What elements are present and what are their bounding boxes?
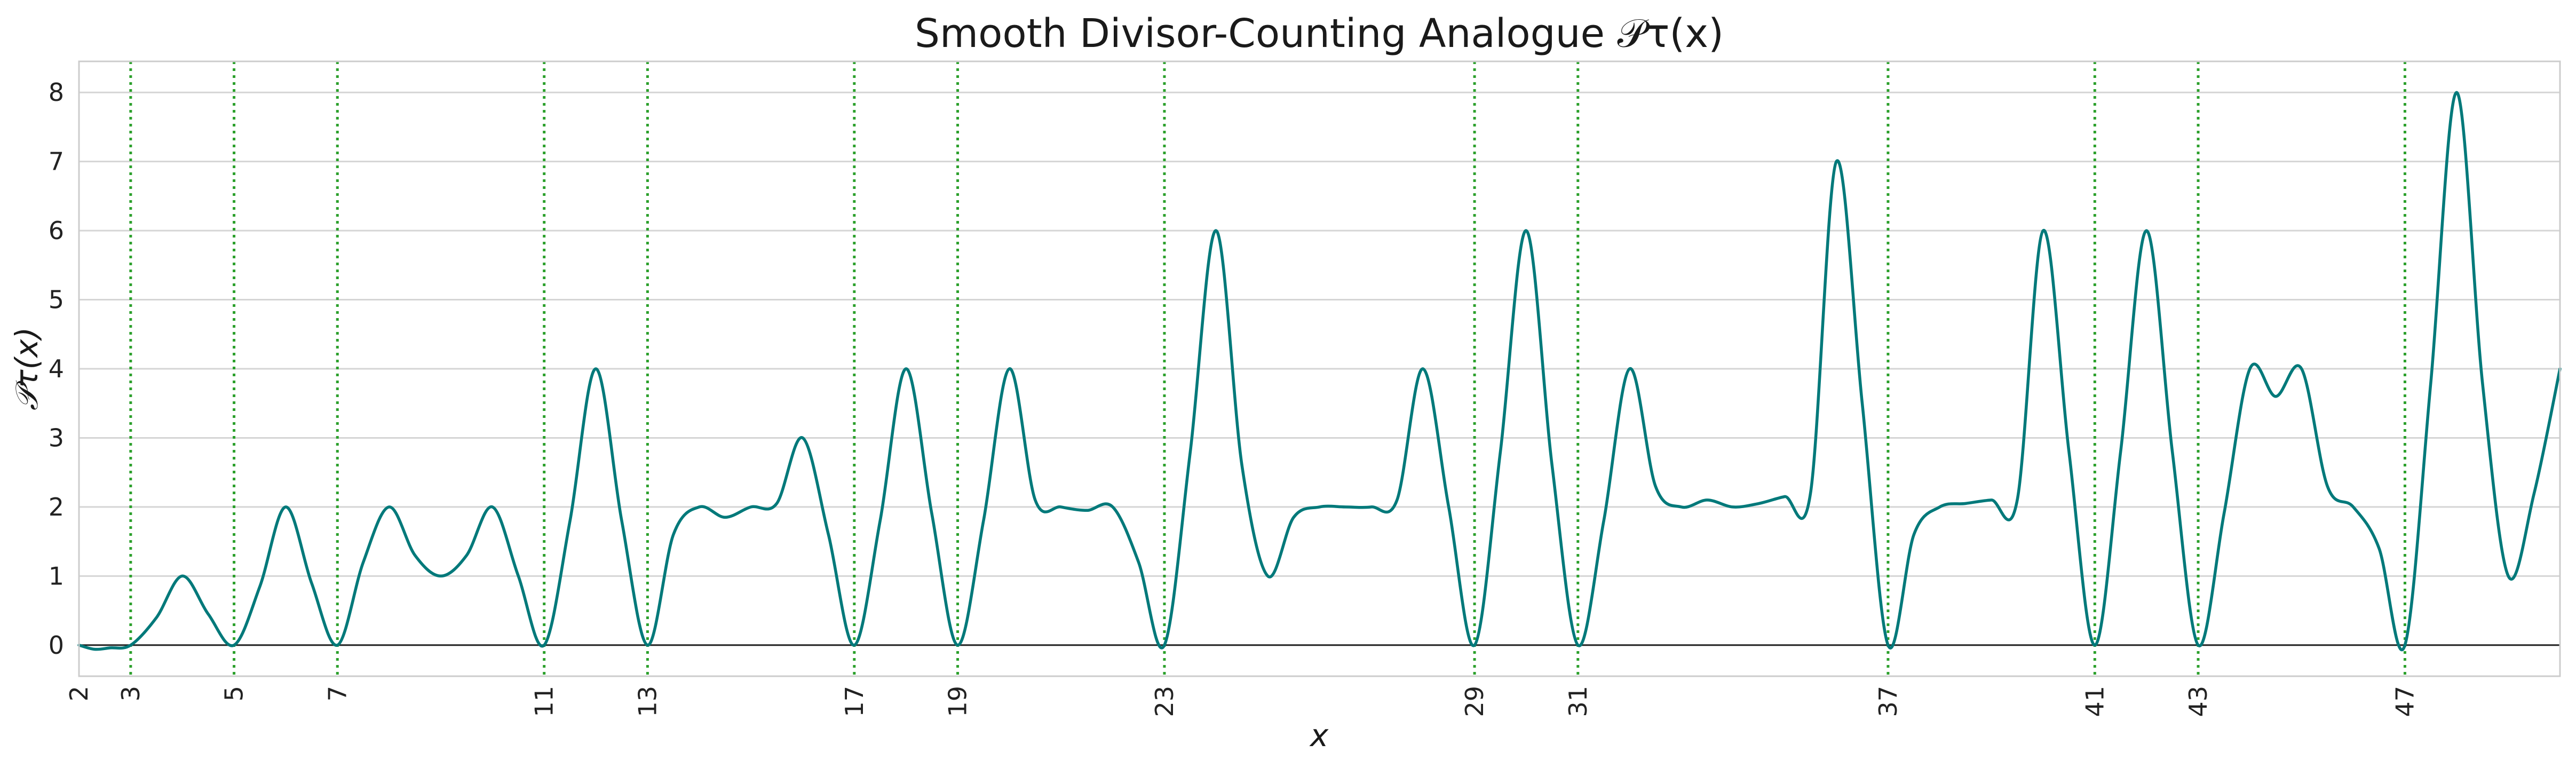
y-tick-label: 7 (49, 147, 64, 176)
x-tick-label: 19 (944, 686, 972, 717)
y-tick-label: 2 (49, 493, 64, 521)
x-tick-label: 41 (2080, 686, 2109, 717)
x-tick-label: 47 (2390, 686, 2419, 717)
x-tick-label: 37 (1874, 686, 1903, 717)
y-tick-label: 0 (49, 631, 64, 660)
x-tick-label: 43 (2184, 686, 2213, 717)
x-tick-label: 3 (116, 686, 145, 701)
chart-title: Smooth Divisor-Counting Analogue 𝒫τ(x) (915, 11, 1724, 57)
y-tick-label: 3 (49, 423, 64, 452)
x-axis-ticks: 2 3 5 7 11 13 17 19 23 29 31 37 41 43 47 (65, 686, 2419, 717)
x-tick-label: 11 (530, 686, 559, 717)
x-tick-label: 5 (220, 686, 249, 701)
x-tick-label: 17 (840, 686, 869, 717)
x-tick-label: 29 (1460, 686, 1489, 717)
y-tick-label: 8 (49, 78, 64, 107)
x-tick-label: 7 (323, 686, 352, 701)
y-axis-label: 𝒫τ(x) (9, 327, 45, 410)
x-tick-label: 13 (633, 686, 662, 717)
y-tick-label: 5 (49, 286, 64, 314)
y-tick-label: 1 (49, 561, 64, 590)
prime-markers (129, 61, 2406, 676)
y-tick-label: 4 (49, 354, 64, 383)
y-axis-ticks: 0 1 2 3 4 5 6 7 8 (49, 78, 64, 660)
series-line (77, 91, 2562, 652)
x-tick-label: 23 (1150, 686, 1179, 717)
y-tick-label: 6 (49, 216, 64, 245)
x-tick-label: 31 (1564, 686, 1592, 717)
plot-frame (78, 60, 2561, 677)
x-tick-label: 2 (65, 686, 93, 701)
x-axis-label: x (1309, 717, 1329, 754)
